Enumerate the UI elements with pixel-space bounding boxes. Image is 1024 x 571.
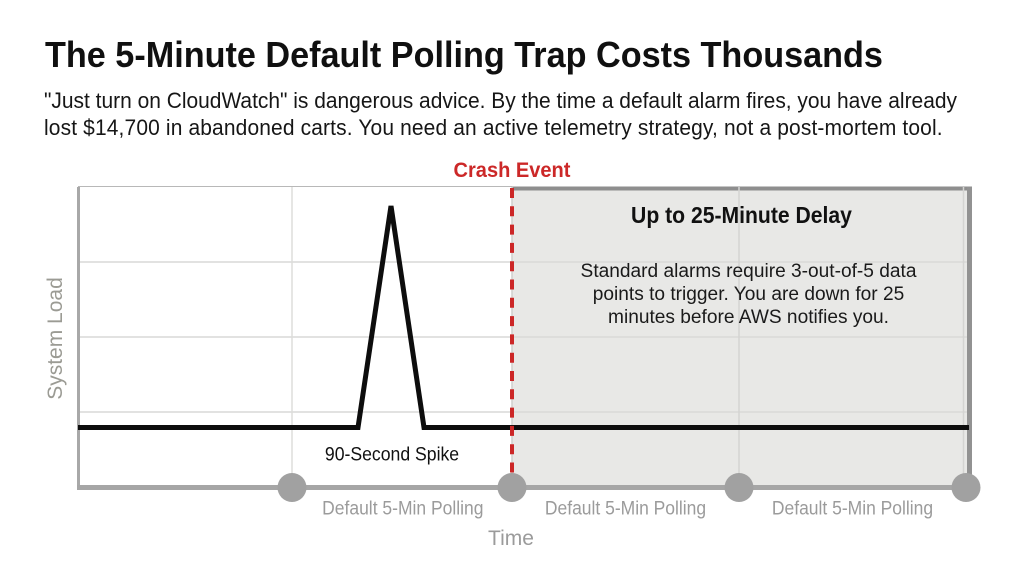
svg-text:Time: Time	[488, 527, 534, 550]
svg-text:minutes before AWS notifies yo: minutes before AWS notifies you.	[608, 306, 889, 328]
svg-text:System Load: System Load	[44, 277, 67, 400]
svg-text:Standard alarms require 3-out-: Standard alarms require 3-out-of-5 data	[581, 260, 917, 282]
svg-text:Up to 25-Minute Delay: Up to 25-Minute Delay	[631, 202, 852, 228]
svg-text:Default 5-Min Polling: Default 5-Min Polling	[322, 497, 483, 519]
svg-text:90-Second Spike: 90-Second Spike	[325, 443, 459, 465]
svg-text:points to trigger. You are dow: points to trigger. You are down for 25	[593, 283, 905, 305]
svg-text:Default 5-Min Polling: Default 5-Min Polling	[545, 497, 706, 519]
svg-text:Crash Event: Crash Event	[454, 159, 571, 183]
svg-text:Default 5-Min Polling: Default 5-Min Polling	[772, 497, 933, 519]
